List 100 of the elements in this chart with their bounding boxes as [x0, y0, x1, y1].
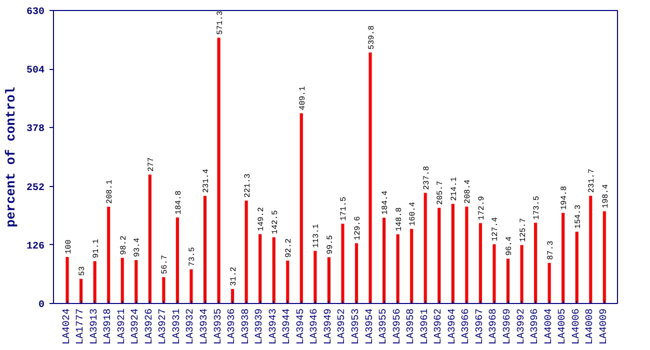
bar — [410, 228, 414, 304]
x-tick-label: LA3944 — [282, 308, 294, 345]
x-tick-label: LA3926 — [144, 308, 156, 345]
bar — [258, 234, 262, 304]
data-label: 87.3 — [546, 240, 556, 260]
x-tick-label: LA1777 — [76, 308, 87, 345]
bar — [190, 269, 193, 304]
bar — [492, 244, 496, 304]
x-tick-label: LA3927 — [158, 308, 170, 345]
data-label: 73.5 — [188, 246, 198, 266]
x-tick-label: LA3992 — [516, 308, 528, 345]
data-label: 231.7 — [588, 168, 597, 193]
x-tick-label: LA3936 — [227, 308, 238, 345]
bar — [217, 38, 220, 304]
x-tick-label: LA4006 — [571, 308, 582, 345]
data-label: 205.7 — [436, 180, 446, 205]
data-label: 198.4 — [601, 184, 610, 208]
data-label: 125.7 — [518, 218, 528, 242]
x-tick-label: LA3958 — [406, 308, 418, 345]
x-tick-label: LA3969 — [502, 308, 514, 345]
x-tick-label: LA4009 — [598, 308, 610, 345]
bar — [368, 52, 372, 304]
x-tick-label: LA3967 — [474, 308, 486, 345]
data-label: 172.9 — [477, 196, 486, 220]
data-label: 92.2 — [284, 238, 294, 258]
x-tick-label: LA3935 — [213, 308, 224, 345]
bar — [107, 206, 110, 304]
data-label: 129.6 — [354, 216, 363, 240]
data-label: 56.7 — [160, 254, 170, 274]
data-label: 208.4 — [464, 179, 473, 204]
data-label: 194.8 — [560, 186, 570, 210]
bar — [231, 288, 234, 304]
data-label: 221.3 — [243, 173, 252, 198]
x-tick-label: LA3945 — [296, 308, 307, 345]
x-tick-label: LA3954 — [364, 308, 376, 345]
bar — [589, 196, 592, 304]
data-label: 100 — [64, 239, 74, 254]
bar — [327, 257, 330, 304]
data-label: 142.5 — [270, 210, 280, 234]
bar — [244, 200, 248, 304]
bar — [396, 234, 400, 304]
x-tick-label: LA3913 — [89, 308, 100, 345]
x-tick-label: LA3918 — [103, 308, 114, 345]
bar — [300, 113, 303, 304]
data-label: 184.8 — [174, 190, 184, 215]
x-tick-label: LA3956 — [392, 308, 404, 345]
data-label: 208.1 — [106, 180, 115, 204]
x-tick-label: LA4005 — [558, 308, 569, 345]
data-label: 539.8 — [367, 25, 376, 50]
bar — [93, 261, 96, 304]
data-label: 214.1 — [450, 176, 459, 201]
y-tick-label: 0 — [38, 300, 45, 311]
x-tick-label: LA3952 — [337, 308, 348, 345]
bar — [80, 278, 83, 304]
data-label: 160.4 — [408, 202, 418, 226]
data-label: 148.8 — [394, 207, 404, 232]
x-tick-label: LA3934 — [200, 308, 210, 345]
x-tick-label: LA3961 — [420, 308, 431, 345]
y-axis-title: percent of control — [3, 86, 18, 228]
bar — [203, 196, 207, 304]
x-tick-label: LA3955 — [378, 308, 390, 345]
data-label: 409.1 — [298, 86, 308, 110]
bar — [382, 218, 386, 304]
bar — [562, 212, 565, 304]
bar — [341, 224, 344, 304]
data-label: 53 — [78, 266, 88, 276]
bar — [478, 223, 482, 304]
bar — [534, 222, 538, 304]
data-label: 184.4 — [381, 190, 390, 215]
x-tick-label: LA3921 — [116, 308, 128, 345]
bar — [286, 260, 290, 304]
bar — [602, 211, 606, 304]
x-tick-label: LA4004 — [544, 308, 555, 345]
y-tick-label: 126 — [26, 241, 45, 252]
bar — [66, 256, 69, 304]
x-tick-label: LA4008 — [585, 308, 596, 345]
y-tick-label: 378 — [26, 124, 45, 136]
bar — [575, 232, 578, 304]
bar — [506, 258, 510, 304]
x-tick-label: LA3932 — [186, 308, 197, 345]
x-tick-label: LA3996 — [530, 308, 542, 345]
data-label: 99.5 — [326, 234, 335, 254]
x-tick-label: LA3943 — [268, 308, 280, 345]
bar — [134, 260, 138, 304]
x-tick-label: LA3962 — [434, 308, 445, 345]
bar — [176, 218, 179, 304]
x-tick-label: LA3966 — [461, 308, 472, 345]
bar — [438, 208, 441, 304]
data-label: 113.1 — [312, 224, 322, 248]
data-label: 154.3 — [574, 204, 583, 229]
data-label: 93.4 — [133, 238, 142, 258]
data-label: 231.4 — [202, 168, 211, 193]
y-tick-label: 252 — [26, 182, 45, 194]
bar — [424, 192, 427, 304]
data-label: 96.4 — [505, 236, 514, 256]
x-tick-label: LA3949 — [323, 308, 334, 345]
x-tick-label: LA3968 — [488, 308, 500, 345]
data-label: 237.8 — [422, 166, 432, 190]
x-tick-label: LA3924 — [130, 308, 142, 345]
bar — [120, 258, 124, 304]
